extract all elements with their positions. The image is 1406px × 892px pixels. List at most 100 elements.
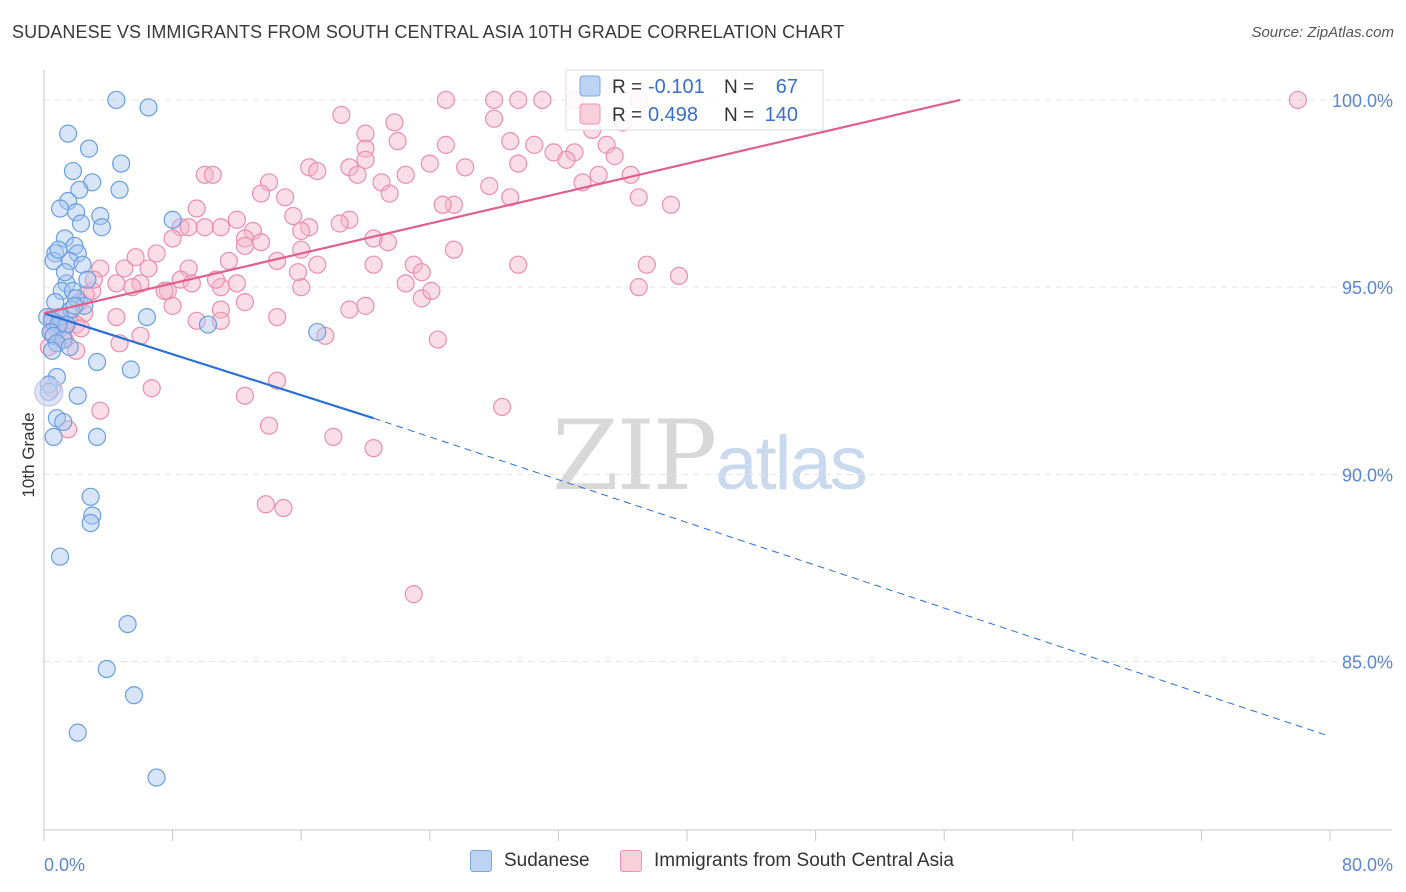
data-point [203,165,222,184]
data-point [97,659,116,679]
data-point [274,498,293,518]
legend-label-sudanese: Sudanese [504,850,590,871]
legend-n-value: 67 [776,76,798,98]
watermark: ZIPatlas [552,400,868,512]
data-point [308,161,327,181]
data-point [55,229,74,248]
data-point [340,300,359,319]
data-point [480,176,499,196]
data-point [396,165,415,184]
data-point [87,427,107,446]
data-point [308,255,327,274]
data-point [292,278,311,297]
trend-line-sudanese [43,312,374,420]
legend-r-value: -0.101 [648,76,705,98]
data-point [444,240,464,259]
data-point [44,427,63,446]
data-point [187,199,206,218]
data-point [91,206,110,226]
tick-labels: 85.0% 90.0% 95.0% 100.0% 0.0% 80.0% 10th Grade [19,91,1393,875]
watermark-zip: ZIP [552,400,717,512]
trend-line-sudanese-extension [373,417,1331,737]
y-tick-label: 90.0% [1342,465,1393,485]
trend-lines [43,98,1331,737]
data-point [137,307,156,327]
data-point [118,614,137,634]
data-point [332,105,351,125]
data-point [533,90,552,110]
data-point [163,229,182,248]
data-point [107,90,126,110]
data-point [267,371,287,390]
data-point [83,506,102,525]
data-point [292,221,311,241]
data-point [420,154,439,173]
legend-r-label: R = [612,105,642,126]
data-point [91,259,110,278]
legend-top: R = -0.101 N = 67 R = 0.498 N = 140 [565,69,824,131]
data-point [251,184,271,203]
data-point [147,768,166,787]
data-point [54,412,73,432]
data-point [356,124,375,143]
sudanese-swatch [470,850,492,872]
data-point [385,113,404,132]
data-point [380,184,399,203]
data-point [44,251,63,271]
data-point [70,180,89,199]
watermark-atlas: atlas [715,421,868,506]
legend-n-label: N = [724,105,754,126]
data-point [34,377,64,407]
data-point [227,274,246,293]
data-point [364,439,383,458]
x-tick-label: 80.0% [1342,855,1393,875]
data-point [195,218,214,237]
data-point [59,124,78,143]
data-point [267,307,287,327]
data-point [493,397,512,417]
data-point [84,270,103,289]
data-point [288,263,308,282]
data-point [501,132,520,151]
pink-points [39,90,1307,604]
data-point [348,165,367,184]
data-point [456,158,475,177]
y-tick-label: 95.0% [1342,278,1393,298]
data-point [60,337,79,357]
data-point [110,180,129,199]
data-point [364,255,383,274]
data-point [509,154,528,173]
data-point [126,248,145,267]
legend-item-immigrants: Immigrants from South Central Asia [620,850,954,872]
data-point [422,281,441,300]
data-point [256,495,275,514]
data-point [669,266,689,286]
data-point [356,296,375,315]
data-point [1288,90,1307,110]
data-point [259,416,279,435]
data-point [78,270,97,289]
data-point [340,210,359,229]
x-tick-label: 0.0% [44,855,85,875]
data-point [211,218,230,237]
y-tick-label: 100.0% [1332,91,1393,111]
data-point [436,90,455,110]
data-point [388,132,407,151]
data-point [235,293,255,312]
data-point [142,379,161,398]
data-point [198,315,218,334]
data-point [219,251,238,271]
immigrants-swatch [620,850,642,872]
data-point [107,274,126,293]
data-point [42,341,62,360]
trend-line-immigrants [43,98,961,315]
data-point [187,311,206,330]
data-point [139,98,158,117]
data-point [509,255,528,274]
data-point [107,307,126,327]
data-point [81,513,100,533]
legend-item-sudanese: Sudanese [470,850,590,872]
data-point [251,233,271,252]
data-point [557,150,576,169]
